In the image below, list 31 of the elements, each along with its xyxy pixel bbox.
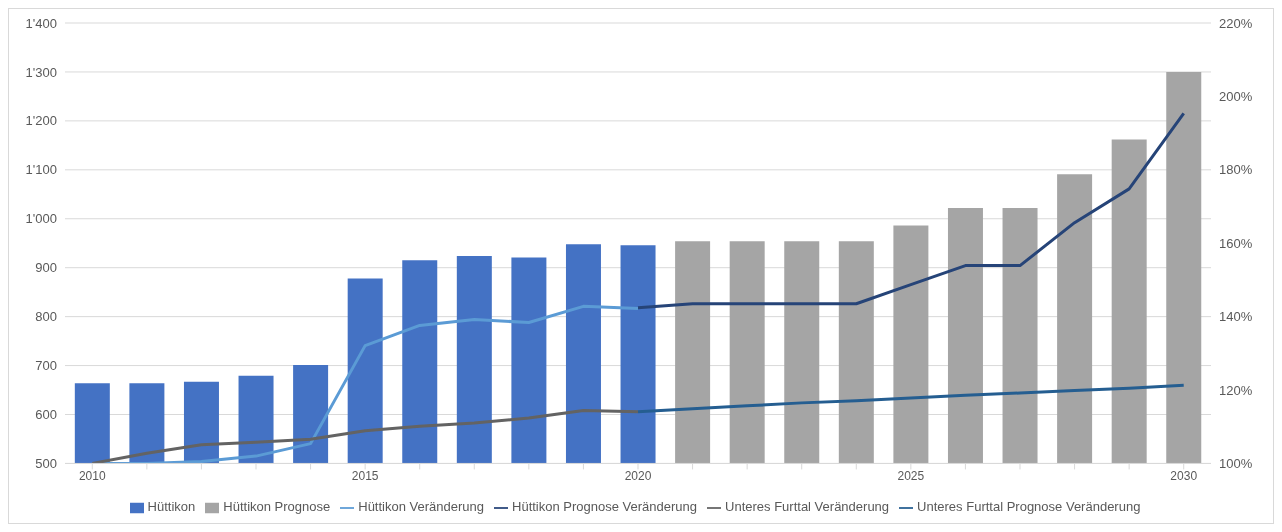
y2-tick-label: 160% <box>1219 235 1253 251</box>
legend-label: Unteres Furttal Veränderung <box>725 499 890 515</box>
y-tick-label: 600 <box>35 407 57 423</box>
x-tick-label: 2020 <box>624 468 652 483</box>
y2-tick-label: 220% <box>1219 15 1253 31</box>
y-tick-label: 500 <box>35 456 57 472</box>
line-series <box>636 383 1186 414</box>
y-tick-label: 700 <box>35 358 57 374</box>
x-tick-label: 2025 <box>897 468 925 483</box>
y-tick-label: 1'100 <box>25 162 57 178</box>
y2-tick-label: 120% <box>1219 382 1253 398</box>
legend-label: Hüttikon <box>147 499 196 515</box>
y-tick-label: 1'000 <box>25 211 57 227</box>
legend-label: Hüttikon Veränderung <box>358 499 485 515</box>
legend-label: Unteres Furttal Prognose Veränderung <box>917 499 1141 515</box>
line-series <box>636 111 1186 310</box>
y-tick-label: 800 <box>35 309 57 325</box>
y-tick-label: 900 <box>35 260 57 276</box>
line-series <box>90 409 640 464</box>
y2-tick-label: 100% <box>1219 456 1253 472</box>
y2-tick-label: 180% <box>1219 162 1253 178</box>
legend-label: Hüttikon Prognose Veränderung <box>512 499 698 515</box>
y2-tick-label: 200% <box>1219 89 1253 105</box>
y2-tick-label: 140% <box>1219 309 1253 325</box>
x-tick-label: 2010 <box>78 468 106 483</box>
y-tick-label: 1'400 <box>25 15 57 31</box>
x-tick-label: 2030 <box>1170 468 1198 483</box>
x-tick-label: 2015 <box>351 468 379 483</box>
y-tick-label: 1'200 <box>25 113 57 129</box>
legend-label: Hüttikon Prognose <box>223 499 331 515</box>
y-tick-label: 1'300 <box>25 64 57 80</box>
